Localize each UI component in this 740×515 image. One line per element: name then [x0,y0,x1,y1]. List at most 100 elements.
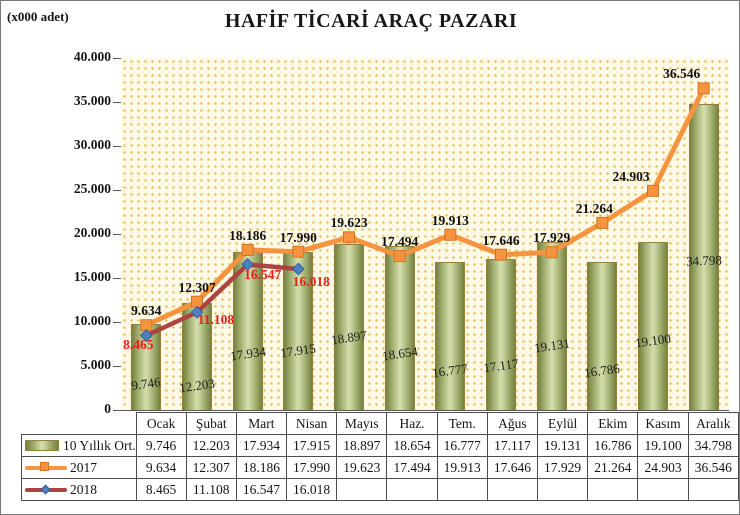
y-axis-tick [113,58,122,59]
marker-2017 [241,243,254,256]
legend-swatch-line-2017 [25,461,67,474]
marker-2017 [697,82,710,95]
month-header: Ağus [486,412,539,435]
bar-10yr-avg [283,252,314,410]
value-label-2018: 16.547 [244,267,282,283]
bar-10yr-avg [384,245,415,410]
legend-key-cell: 2017 [21,456,137,479]
value-label-2017: 17.990 [279,229,317,245]
y-axis-tick-label: 25.000 [73,181,111,196]
value-label-2018: 11.108 [197,312,235,328]
bar-10yr-avg [486,259,516,410]
table-value-cell: 18.897 [336,434,388,457]
y-axis-units-label: (x000 adet) [7,9,69,24]
line-2017 [145,87,706,328]
line-2018 [145,262,299,338]
value-label-2017: 18.186 [229,227,267,243]
y-axis-tick [113,234,122,235]
y-axis-tick [113,322,122,323]
table-value-cell: 17.915 [285,434,338,457]
value-label-2017: 21.264 [575,200,613,216]
marker-2018 [241,258,255,271]
table-value-cell: 9.746 [135,434,187,457]
marker-2017 [343,231,355,244]
month-header: Eylül [537,412,589,435]
table-value-cell: 17.934 [235,434,288,457]
table-value-cell: 19.913 [436,456,488,479]
month-header: Ekim [587,412,639,435]
bar-10yr-avg [688,103,719,410]
bar-value-label: 34.798 [685,252,722,269]
marker-2018 [190,305,204,319]
table-value-cell: 17.494 [386,456,438,479]
y-axis-tick [113,190,122,191]
legend-key-cell: 2018 [21,478,137,501]
value-label-2017: 19.623 [330,215,368,231]
y-axis-tick-label: 10.000 [73,313,111,328]
bar-10yr-avg [435,262,466,410]
table-value-cell: 24.903 [637,456,689,479]
marker-2017 [444,228,457,241]
y-axis-tick-label: 0 [104,401,111,416]
legend-data-table: Ocak Şubat Mart Nisan Mayıs Haz. Tem. Ağus Eylül… [21,412,739,501]
y-axis-tick [113,278,122,279]
bar-10yr-avg [182,302,212,410]
value-label-2017: 24.903 [612,168,650,184]
table-value-cell [336,478,388,501]
x-axis-line [121,410,729,411]
value-label-2018: 8.465 [123,336,154,352]
legend-key-cell: 10 Yıllık Ort. [21,434,137,457]
marker-2018 [139,329,153,342]
value-label-2017: 19.913 [431,212,469,228]
value-label-2017: 9.634 [131,303,162,319]
table-value-cell [436,478,488,501]
legend-series-label: 10 Yıllık Ort. [63,437,136,453]
bar-10yr-avg [232,252,263,410]
chart-title: HAFİF TİCARİ ARAÇ PAZARI [224,10,518,32]
value-label-2018: 16.018 [292,274,330,290]
table-value-cell: 18.186 [235,456,288,479]
legend-series-label: 2017 [70,459,97,475]
table-value-cell: 12.203 [185,434,237,457]
value-label-2017: 17.929 [533,230,571,246]
marker-2017 [393,250,406,263]
month-header: Şubat [185,412,237,435]
y-axis-tick-label: 40.000 [73,49,111,64]
table-row: 2018 8.465 11.108 16.547 16.018 [21,478,739,501]
table-value-cell: 34.798 [687,434,739,457]
square-marker-icon [40,461,49,471]
y-axis-tick-label: 5.000 [80,357,111,372]
y-axis-tick [113,366,122,367]
y-axis-tick-label: 15.000 [73,269,111,284]
y-axis-tick-label: 30.000 [73,137,111,152]
y-axis-tick [113,146,122,147]
line-series-layer [139,82,710,342]
table-value-cell: 12.307 [185,456,237,479]
table-value-cell: 19.623 [336,456,388,479]
table-value-cell: 17.929 [537,456,589,479]
table-value-cell [637,478,689,501]
bar-10yr-avg [638,241,668,410]
month-header: Haz. [386,412,438,435]
table-value-cell [537,478,589,501]
table-value-cell: 16.547 [235,478,288,501]
month-header: Mayıs [336,412,388,435]
month-header: Aralık [687,412,739,435]
table-value-cell: 16.777 [436,434,488,457]
bar-10yr-avg [587,262,618,410]
value-label-2017: 36.546 [663,66,701,82]
y-axis-tick-label: 20.000 [73,225,111,240]
y-axis-tick [113,102,122,103]
table-value-cell: 8.465 [135,478,187,501]
marker-2017 [596,216,609,229]
table-value-cell: 21.264 [587,456,639,479]
bar-10yr-avg [536,241,567,410]
table-value-cell: 19.131 [537,434,589,457]
value-label-2017: 12.307 [178,279,216,295]
month-header: Tem. [436,412,488,435]
month-header: Nisan [285,412,338,435]
month-header: Mart [235,412,288,435]
table-value-cell [587,478,639,501]
value-label-2017: 17.646 [482,232,520,248]
